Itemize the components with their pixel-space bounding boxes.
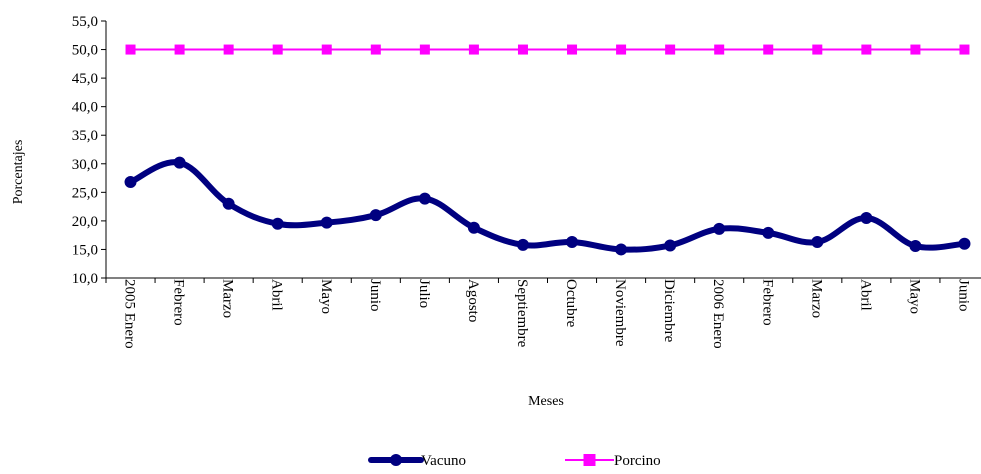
y-tick-label: 25,0 <box>72 185 98 201</box>
series-vacuno <box>124 156 971 256</box>
data-point-porcino <box>959 44 970 55</box>
x-tick-label: Febrero <box>171 279 187 326</box>
x-axis: 2005 Enero Febrero Marzo Abril Mayo Junio Juli… <box>105 277 981 349</box>
y-tick-label: 35,0 <box>72 128 98 144</box>
x-tick-label: Abril <box>269 279 285 311</box>
y-tick-label: 40,0 <box>72 100 98 116</box>
legend-item-vacuno: Vacuno <box>368 453 466 469</box>
data-point-porcino <box>567 44 578 55</box>
y-tick-label: 30,0 <box>72 157 98 173</box>
data-point-porcino <box>272 44 283 55</box>
data-point-porcino <box>665 44 676 55</box>
legend-item-porcino: Porcino <box>565 453 661 469</box>
data-point-porcino <box>763 44 774 55</box>
x-tick-label: Junio <box>955 279 971 312</box>
data-point-porcino <box>517 44 528 55</box>
legend-marker-porcino <box>583 454 596 466</box>
legend-marker-vacuno <box>390 454 402 466</box>
data-point-vacuno <box>516 238 529 251</box>
data-point-vacuno <box>271 217 284 230</box>
y-tick-label: 15,0 <box>72 242 98 258</box>
y-tick-label: 45,0 <box>72 71 98 87</box>
x-tick-label: Marzo <box>220 279 236 318</box>
series-layer <box>124 44 971 256</box>
data-point-vacuno <box>909 240 922 253</box>
data-point-vacuno <box>467 221 480 234</box>
x-tick-label: Mayo <box>906 279 922 314</box>
data-point-vacuno <box>811 236 824 249</box>
x-tick-label: Marzo <box>808 279 824 318</box>
data-point-vacuno <box>124 176 137 189</box>
data-point-porcino <box>714 44 725 55</box>
data-point-porcino <box>125 44 136 55</box>
data-point-porcino <box>419 44 430 55</box>
legend-label-vacuno: Vacuno <box>421 453 466 469</box>
data-point-vacuno <box>320 216 333 229</box>
x-tick-label: Noviembre <box>612 279 628 347</box>
x-tick-label: 2006 Enero <box>710 279 726 349</box>
legend-label-porcino: Porcino <box>614 453 661 469</box>
legend: Vacuno Porcino <box>368 453 661 469</box>
data-point-porcino <box>910 44 921 55</box>
data-point-vacuno <box>418 192 431 205</box>
data-point-vacuno <box>173 156 186 169</box>
x-tick-label: Diciembre <box>661 279 677 343</box>
x-tick-label: Mayo <box>318 279 334 314</box>
x-tick-label: Julio <box>416 279 432 308</box>
x-tick-label: Octubre <box>563 279 579 328</box>
x-tick-label: Agosto <box>465 279 481 322</box>
data-point-porcino <box>321 44 332 55</box>
data-point-vacuno <box>369 209 382 222</box>
x-tick-label: Junio <box>367 279 383 312</box>
data-point-porcino <box>468 44 479 55</box>
y-tick-label: 55,0 <box>72 14 98 30</box>
y-tick-label: 20,0 <box>72 214 98 230</box>
data-point-vacuno <box>222 197 235 210</box>
data-point-porcino <box>861 44 872 55</box>
data-point-porcino <box>174 44 185 55</box>
series-porcino <box>125 44 970 55</box>
data-point-vacuno <box>860 212 873 225</box>
x-tick-label: Abril <box>857 279 873 311</box>
data-point-vacuno <box>713 222 726 235</box>
series-line-vacuno <box>127 159 968 253</box>
y-axis: 10,0 15,0 20,0 25,0 30,0 35,0 40,0 45,0 50,0 55,0 <box>72 14 107 287</box>
data-point-vacuno <box>664 239 677 252</box>
y-tick-label: 10,0 <box>72 271 98 287</box>
x-tick-label: Febrero <box>759 279 775 326</box>
data-point-porcino <box>616 44 627 55</box>
data-point-vacuno <box>958 237 971 250</box>
data-point-vacuno <box>615 243 628 256</box>
y-tick-label: 50,0 <box>72 43 98 59</box>
y-axis-title: Porcentajes <box>11 140 26 205</box>
x-tick-label: 2005 Enero <box>122 279 138 349</box>
x-axis-title: Meses <box>528 394 564 409</box>
data-point-porcino <box>370 44 381 55</box>
x-tick-label: Septiembre <box>514 279 530 348</box>
data-point-vacuno <box>566 236 579 249</box>
data-point-porcino <box>223 44 234 55</box>
data-point-porcino <box>812 44 823 55</box>
data-point-vacuno <box>762 226 775 239</box>
